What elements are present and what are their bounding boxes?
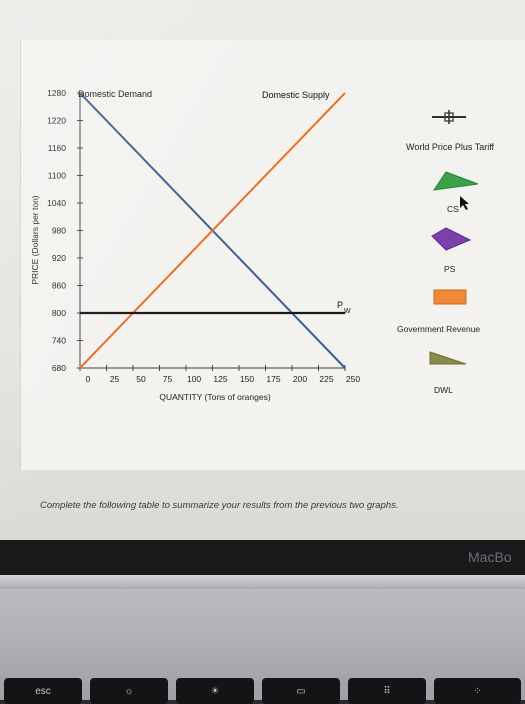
x-tick-label: 150	[240, 374, 254, 384]
y-tick-label: 1280	[47, 88, 66, 98]
instruction-text: Complete the following table to summariz…	[40, 500, 399, 511]
y-tick-label: 680	[52, 363, 66, 373]
supply-label: Domestic Supply	[262, 90, 330, 100]
esc-key[interactable]: esc	[4, 678, 82, 704]
f3-key[interactable]: ▭	[262, 678, 340, 704]
ps-shape-icon	[431, 227, 472, 251]
y-tick-label: 1220	[47, 116, 66, 126]
y-tick-label: 1160	[48, 143, 67, 153]
supply-line	[79, 92, 346, 369]
keyboard-light-icon: ⁘	[473, 685, 482, 697]
legend-label-revenue: Government Revenue	[397, 324, 480, 334]
revenue-rect-icon	[433, 289, 467, 305]
x-tick-label: 125	[213, 374, 227, 384]
y-tick-label: 860	[52, 281, 66, 291]
x-tick-label: 75	[163, 374, 173, 384]
y-tick-label: 1100	[48, 171, 67, 181]
brand-label: MacBo	[468, 549, 512, 565]
y-axis-title: PRICE (Dollars per ton)	[30, 195, 40, 284]
f2-key[interactable]: ☀	[176, 678, 254, 704]
hinge	[0, 575, 525, 589]
y-tick-label: 980	[52, 226, 66, 236]
function-key-row: esc ☼ ☀ ▭ ⠿ ⁘	[0, 678, 525, 704]
y-tick-label: 740	[52, 336, 66, 346]
cs-triangle-icon	[432, 171, 479, 191]
x-axis-title: QUANTITY (Tons of oranges)	[159, 392, 270, 402]
brightness-down-icon: ☼	[124, 685, 134, 697]
legend-label-dwl: DWL	[434, 385, 453, 395]
x-tick-label: 225	[319, 374, 333, 384]
mission-control-icon: ▭	[296, 685, 306, 697]
y-tick-label: 800	[52, 308, 66, 318]
x-tick-label: 250	[346, 374, 360, 384]
chart-lines	[79, 92, 346, 369]
chart-ticks: 1280 1220 1160 1100 1040 980 920 860 800 740 680 0 2…	[47, 88, 360, 384]
esc-key-label: esc	[35, 685, 51, 697]
legend-label-ps: PS	[444, 264, 456, 274]
legend-label-tariff: World Price Plus Tariff	[406, 142, 495, 152]
screen: 1280 1220 1160 1100 1040 980 920 860 800 740 680 0 2…	[0, 0, 525, 540]
f1-key[interactable]: ☼	[90, 678, 168, 704]
tariff-chart: 1280 1220 1160 1100 1040 980 920 860 800 740 680 0 2…	[30, 88, 495, 402]
legend-label-cs: CS	[447, 204, 459, 214]
tariff-marker-icon	[444, 112, 454, 122]
x-tick-label: 0	[86, 374, 91, 384]
x-tick-label: 200	[293, 374, 307, 384]
graph-panel	[20, 40, 525, 470]
pw-label-main: P	[337, 300, 343, 310]
x-tick-label: 175	[266, 374, 280, 384]
x-tick-label: 100	[187, 374, 201, 384]
x-tick-label: 25	[110, 374, 120, 384]
y-tick-label: 1040	[47, 198, 66, 208]
pw-label-sub: W	[344, 308, 351, 315]
f5-key[interactable]: ⁘	[434, 678, 521, 704]
brightness-up-icon: ☀	[210, 685, 220, 697]
dwl-triangle-icon	[429, 351, 467, 365]
chart-labels: QUANTITY (Tons of oranges) PRICE (Dollars…	[30, 89, 351, 402]
f4-key[interactable]: ⠿	[348, 678, 426, 704]
launchpad-icon: ⠿	[383, 685, 391, 697]
mouse-cursor-icon	[460, 196, 469, 210]
chart-legend[interactable]: World Price Plus Tariff CS PS Government Re…	[397, 110, 495, 395]
demand-label: Domestic Demand	[78, 89, 152, 99]
x-tick-label: 50	[136, 374, 146, 384]
y-tick-label: 920	[52, 253, 66, 263]
